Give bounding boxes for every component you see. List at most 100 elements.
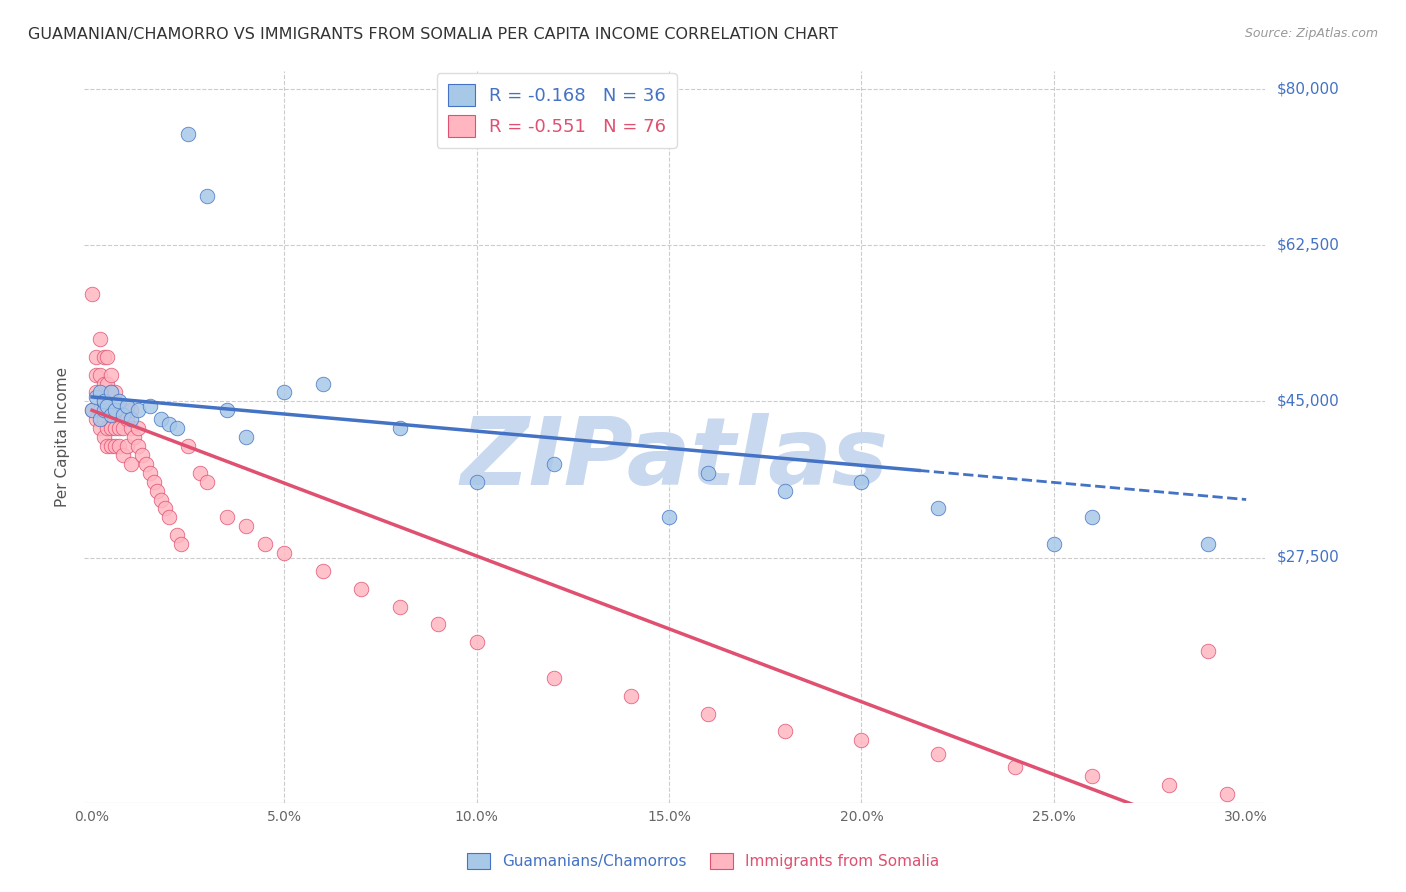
Point (104, 385, 127, 400)
Point (388, 421, 411, 435)
Text: ZIPatlas: ZIPatlas (461, 413, 889, 505)
Point (84, 368, 107, 382)
Point (312, 564, 335, 578)
Point (115, 439, 138, 453)
Point (93, 430, 115, 444)
Point (84, 390, 107, 404)
Point (93, 394, 115, 409)
Point (89, 332, 111, 346)
Point (93, 376, 115, 391)
Point (120, 412, 142, 426)
Point (177, 439, 200, 453)
Point (115, 399, 138, 413)
Point (543, 457, 565, 471)
Point (111, 421, 134, 435)
Point (197, 475, 219, 489)
Point (620, 689, 643, 703)
Point (1004, 760, 1026, 774)
Point (927, 501, 949, 516)
Point (104, 403, 127, 417)
Text: GUAMANIAN/CHAMORRO VS IMMIGRANTS FROM SOMALIA PER CAPITA INCOME CORRELATION CHAR: GUAMANIAN/CHAMORRO VS IMMIGRANTS FROM SO… (28, 27, 838, 42)
Point (166, 528, 188, 542)
Point (696, 706, 718, 721)
Point (150, 412, 173, 426)
Point (1216, 787, 1239, 801)
Point (169, 537, 191, 551)
Point (84, 412, 107, 426)
Point (146, 483, 169, 498)
Point (851, 733, 873, 747)
Point (1081, 510, 1104, 524)
Legend: Guamanians/Chamorros, Immigrants from Somalia: Guamanians/Chamorros, Immigrants from So… (461, 847, 945, 875)
Point (108, 403, 131, 417)
Point (93, 412, 115, 426)
Text: $80,000: $80,000 (1277, 82, 1340, 96)
Point (96, 421, 118, 435)
Point (124, 430, 146, 444)
Point (312, 376, 335, 391)
Point (108, 421, 131, 435)
Point (89, 368, 111, 382)
Point (111, 403, 134, 417)
Text: $62,500: $62,500 (1277, 238, 1340, 252)
Point (100, 368, 122, 382)
Point (80, 287, 103, 301)
Point (111, 448, 134, 462)
Point (139, 399, 162, 413)
Point (1197, 537, 1219, 551)
Point (104, 403, 127, 417)
Point (150, 492, 173, 507)
Point (851, 475, 873, 489)
Point (89, 403, 111, 417)
Point (543, 671, 565, 685)
Text: $27,500: $27,500 (1277, 550, 1340, 565)
Point (96, 399, 118, 413)
Y-axis label: Per Capita Income: Per Capita Income (55, 367, 70, 508)
Point (104, 439, 127, 453)
Point (127, 421, 149, 435)
Point (188, 466, 211, 480)
Point (100, 403, 122, 417)
Point (80, 403, 103, 417)
Point (1043, 537, 1066, 551)
Point (89, 421, 111, 435)
Point (100, 439, 122, 453)
Point (93, 403, 115, 417)
Point (197, 189, 219, 203)
Text: Source: ZipAtlas.com: Source: ZipAtlas.com (1244, 27, 1378, 40)
Point (773, 724, 796, 739)
Point (100, 408, 122, 422)
Point (350, 582, 373, 596)
Point (166, 421, 188, 435)
Point (927, 747, 949, 761)
Point (465, 635, 488, 649)
Point (104, 421, 127, 435)
Point (235, 519, 257, 533)
Point (84, 350, 107, 364)
Point (153, 501, 176, 516)
Point (157, 417, 180, 431)
Point (127, 439, 149, 453)
Point (388, 599, 411, 614)
Point (273, 546, 295, 560)
Point (84, 385, 107, 400)
Point (100, 385, 122, 400)
Point (96, 376, 118, 391)
Point (235, 430, 257, 444)
Point (696, 466, 718, 480)
Point (96, 403, 118, 417)
Point (135, 457, 157, 471)
Point (93, 394, 115, 409)
Point (80, 403, 103, 417)
Point (215, 510, 238, 524)
Point (120, 403, 142, 417)
Point (93, 350, 115, 364)
Point (120, 457, 142, 471)
Point (120, 421, 142, 435)
Text: $45,000: $45,000 (1277, 394, 1340, 409)
Point (1159, 778, 1181, 792)
Point (1197, 644, 1219, 658)
Point (108, 439, 131, 453)
Point (89, 412, 111, 426)
Point (127, 403, 149, 417)
